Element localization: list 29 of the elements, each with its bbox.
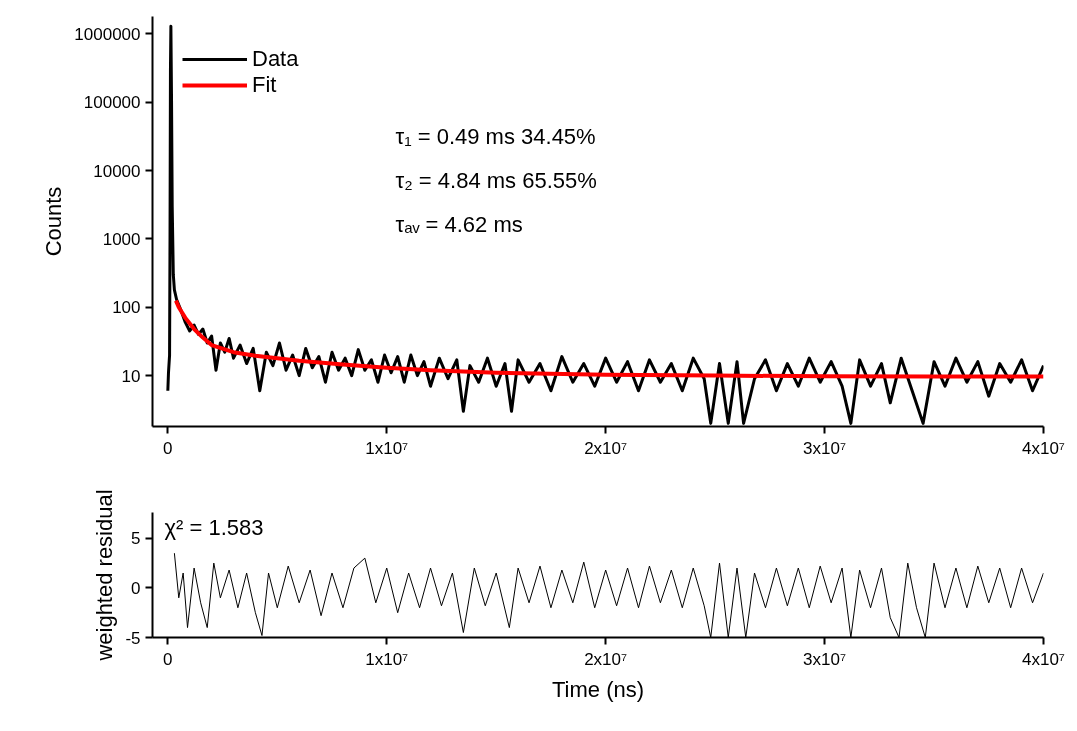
annotation: τₐᵥ = 4.62 ms [395,212,523,237]
x-tick-label: 2x10⁷ [584,649,628,669]
x-tick-label: 2x10⁷ [584,438,628,458]
x-tick-label: 1x10⁷ [365,649,409,669]
annotation: χ² = 1.583 [164,515,264,540]
x-tick-label: 3x10⁷ [803,649,847,669]
legend-label: Data [252,46,299,72]
y-tick-label: 1000000 [74,24,141,44]
y-tick-label: 5 [131,529,141,549]
x-tick-label: 4x10⁷ [1021,649,1066,669]
annotation: τ₂ = 4.84 ms 65.55% [395,168,597,193]
x-tick-label: 4x10⁷ [1021,438,1066,458]
legend-label: Fit [252,72,277,98]
y-tick-label: 10000 [93,161,141,181]
x-tick-label: 1x10⁷ [365,438,409,458]
x-axis-title: Time (ns) [551,676,645,702]
y-axis-title: weighted residual [92,489,118,662]
y-tick-label: 0 [131,578,141,598]
y-tick-label: 1000 [102,229,141,249]
y-tick-label: 10 [121,366,141,386]
y-tick-label: 100 [112,298,141,318]
y-tick-label: -5 [125,628,141,648]
annotation: τ₁ = 0.49 ms 34.45% [395,124,596,149]
x-tick-label: 3x10⁷ [803,438,847,458]
y-axis-title: Counts [41,186,67,257]
x-tick-label: 0 [163,438,173,458]
x-tick-label: 0 [163,649,173,669]
y-tick-label: 100000 [83,93,141,113]
line-series [173,298,1044,379]
